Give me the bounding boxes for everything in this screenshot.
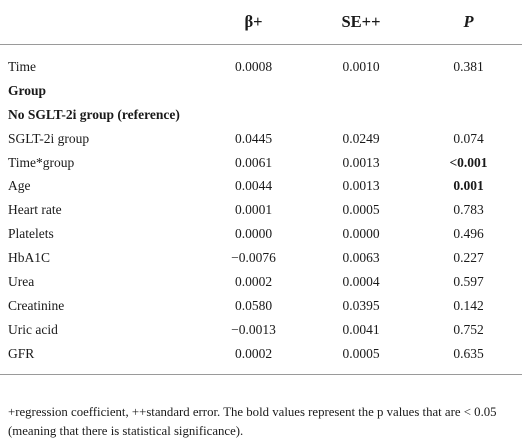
row-beta: 0.0008 [234,58,273,74]
row-label: Age [8,178,31,194]
table-row: HbA1C −0.0076 0.0063 0.227 [0,246,522,270]
table-row: No SGLT-2i group (reference) [0,103,522,127]
row-beta: −0.0013 [231,321,276,337]
row-se [307,103,415,127]
row-beta: 0.0000 [234,226,273,242]
table-row: SGLT-2i group 0.0445 0.0249 0.074 [0,127,522,151]
table-row: Creatinine 0.0580 0.0395 0.142 [0,294,522,318]
row-label: HbA1C [8,250,51,266]
row-p: 0.597 [453,273,484,289]
row-label: No SGLT-2i group (reference) [8,106,180,122]
row-label: Platelets [8,226,54,242]
row-p: 0.001 [453,178,484,194]
row-beta [200,103,307,127]
table-row: GFR 0.0002 0.0005 0.635 [0,341,522,375]
header-se: SE++ [307,0,415,45]
row-se: 0.0063 [342,250,380,266]
header-beta: β+ [200,0,307,45]
row-p: 0.142 [453,297,484,313]
row-beta: 0.0002 [234,273,273,289]
row-beta: 0.0061 [234,154,273,170]
row-label: GFR [0,341,200,375]
row-p: 0.635 [415,341,522,375]
row-label: Group [8,82,47,98]
row-p [415,79,522,103]
row-label: Time*group [8,154,75,170]
row-se: 0.0004 [342,273,380,289]
table-row: Urea 0.0002 0.0004 0.597 [0,270,522,294]
row-se: 0.0013 [342,154,380,170]
regression-table: β+ SE++ P Time 0.0008 0.0010 0.381 Group… [0,0,522,375]
row-se: 0.0000 [342,226,380,242]
row-beta: 0.0580 [234,297,273,313]
row-label: SGLT-2i group [8,130,90,146]
row-label: Time [8,58,37,74]
row-se: 0.0013 [342,178,380,194]
table-row: Group [0,79,522,103]
row-p: 0.227 [453,250,484,266]
header-variable [0,0,200,45]
table-footnote: +regression coefficient, ++standard erro… [8,405,497,438]
row-se: 0.0041 [342,321,380,337]
row-label: Urea [8,273,35,289]
row-label: Uric acid [8,321,58,337]
row-beta: −0.0076 [231,250,276,266]
row-beta: 0.0001 [234,202,273,218]
row-p: 0.074 [453,130,484,146]
row-label: Heart rate [8,202,62,218]
row-p: 0.496 [453,226,484,242]
row-se: 0.0005 [342,202,380,218]
table-row: Time 0.0008 0.0010 0.381 [0,45,522,79]
row-p: 0.752 [453,321,484,337]
row-beta: 0.0044 [234,178,273,194]
row-beta: 0.0445 [234,130,273,146]
table-row: Time*group 0.0061 0.0013 <0.001 [0,151,522,175]
header-p: P [415,0,522,45]
row-se: 0.0249 [342,130,380,146]
row-beta: 0.0002 [200,341,307,375]
header-row: β+ SE++ P [0,0,522,45]
row-p: <0.001 [449,154,488,170]
table-row: Age 0.0044 0.0013 0.001 [0,174,522,198]
row-p [415,103,522,127]
row-beta [200,79,307,103]
row-label: Creatinine [8,297,65,313]
table-row: Heart rate 0.0001 0.0005 0.783 [0,198,522,222]
row-se: 0.0005 [307,341,415,375]
row-p: 0.381 [453,58,484,74]
row-se: 0.0010 [342,58,380,74]
table-row: Uric acid −0.0013 0.0041 0.752 [0,318,522,342]
row-se [307,79,415,103]
row-p: 0.783 [453,202,484,218]
table-row: Platelets 0.0000 0.0000 0.496 [0,222,522,246]
row-se: 0.0395 [342,297,380,313]
